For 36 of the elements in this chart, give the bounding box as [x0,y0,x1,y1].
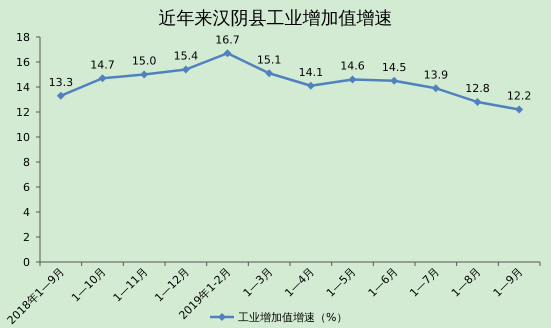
text: 13.3 [48,76,74,89]
y-tick-label: 10 [16,131,30,144]
point [182,66,190,74]
point [56,92,65,100]
point [140,70,148,78]
point [348,76,356,84]
text: 15.4 [174,50,198,62]
point [515,106,524,114]
text: 16.7 [215,33,240,46]
text: 12.8 [465,82,490,95]
chart-title: 近年来汉阴县工业增加值增速 [158,8,392,29]
point [390,76,398,85]
point [474,98,482,106]
point [432,84,440,92]
point [265,69,274,78]
point [98,74,106,82]
y-tick-label: 12 [16,106,30,119]
text: 14.5 [382,60,406,74]
y-tick-label: 18 [16,31,30,44]
text: 12.2 [506,90,532,102]
y-tick-label: 4 [23,206,30,219]
y-tick-label: 2 [23,231,30,244]
y-tick-label: 0 [23,256,30,269]
y-tick-label: 14 [16,81,30,94]
legend-label: 工业增加值增速（%） [238,311,348,324]
text: 15.1 [256,53,282,66]
point [224,49,232,58]
y-tick-label: 8 [23,156,30,169]
y-tick-label: 16 [16,56,30,69]
text: 14.6 [340,60,365,72]
text: 15.0 [132,54,156,68]
text: 13.9 [424,68,448,82]
text: 14.1 [298,66,324,79]
text: 14.7 [90,58,115,72]
point [306,82,315,90]
y-tick-label: 6 [23,181,30,194]
